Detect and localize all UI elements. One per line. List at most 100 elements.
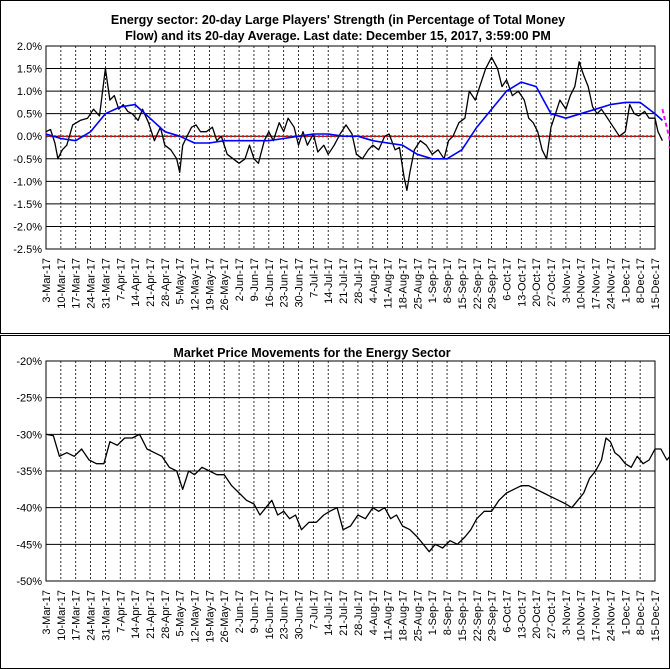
- top-x-tick-label: 24-Nov-17: [605, 258, 617, 309]
- top-series-line-0: [45, 56, 663, 192]
- top-chart-plot: 2.0% 1.5% 1.0% 0.5% 0.0% -0.5% -1.0% -1.5% -2.0%…: [13, 41, 670, 311]
- top-x-tick-label: 9-Jun-17: [249, 258, 261, 301]
- bottom-x-tick-label: 10-Nov-17: [576, 590, 588, 641]
- top-x-tick-label: 25-Aug-17: [412, 258, 424, 309]
- top-x-tick-label: 5-May-17: [175, 258, 187, 304]
- bottom-x-tick-label: 9-Jun-17: [249, 590, 261, 633]
- bottom-x-tick-label: 2-Jun-17: [234, 590, 246, 633]
- top-chart-frame: [0, 0, 670, 334]
- bottom-y-tick-label: -35%: [16, 466, 42, 478]
- top-x-tick-label: 17-Nov-17: [591, 258, 603, 309]
- bottom-x-tick-label: 14-Apr-17: [130, 590, 142, 639]
- bottom-x-tick-label: 28-Jul-17: [353, 590, 365, 636]
- top-y-tick-label: -2.0%: [13, 221, 42, 233]
- bottom-x-tick-label: 12-May-17: [190, 590, 202, 643]
- top-x-tick-label: 15-Dec-17: [650, 258, 662, 309]
- top-x-tick-label: 31-Mar-17: [100, 258, 112, 309]
- bottom-x-tick-label: 15-Dec-17: [650, 590, 662, 641]
- top-x-tick-label: 26-May-17: [219, 258, 231, 311]
- bottom-x-tick-label: 18-Aug-17: [397, 590, 409, 641]
- bottom-x-tick-label: 10-Mar-17: [56, 590, 68, 641]
- bottom-x-tick-label: 6-Oct-17: [501, 590, 513, 633]
- top-x-tick-label: 19-May-17: [204, 258, 216, 311]
- top-x-tick-label: 6-Oct-17: [501, 258, 513, 301]
- top-y-tick-label: 0.0%: [17, 131, 42, 143]
- top-y-tick-label: 2.0%: [17, 41, 42, 53]
- bottom-x-tick-label: 19-May-17: [204, 590, 216, 643]
- bottom-x-tick-label: 27-Oct-17: [546, 590, 558, 639]
- bottom-x-tick-label: 4-Aug-17: [368, 590, 380, 635]
- top-x-tick-label: 22-Sep-17: [472, 258, 484, 309]
- top-y-tick-label: -2.5%: [13, 244, 42, 256]
- bottom-y-tick-label: -25%: [16, 393, 42, 405]
- bottom-x-tick-label: 20-Oct-17: [531, 590, 543, 639]
- top-x-tick-label: 21-Jul-17: [338, 258, 350, 304]
- top-x-tick-label: 10-Mar-17: [56, 258, 68, 309]
- top-y-tick-label: 0.5%: [17, 109, 42, 121]
- top-x-tick-label: 7-Jul-17: [308, 258, 320, 298]
- top-x-tick-label: 17-Mar-17: [71, 258, 83, 309]
- top-x-tick-label: 12-May-17: [190, 258, 202, 311]
- top-x-tick-label: 23-Jun-17: [279, 258, 291, 308]
- bottom-x-tick-label: 26-May-17: [219, 590, 231, 643]
- bottom-x-tick-label: 1-Dec-17: [620, 590, 632, 635]
- top-x-tick-label: 4-Aug-17: [368, 258, 380, 303]
- bottom-x-tick-label: 15-Sep-17: [457, 590, 469, 641]
- bottom-x-tick-label: 11-Aug-17: [383, 590, 395, 641]
- bottom-x-tick-label: 14-Jul-17: [323, 590, 335, 636]
- top-y-tick-label: -1.5%: [13, 199, 42, 211]
- top-x-tick-label: 10-Nov-17: [576, 258, 588, 309]
- bottom-x-tick-label: 29-Sep-17: [487, 590, 499, 641]
- bottom-x-tick-label: 24-Mar-17: [86, 590, 98, 641]
- top-x-tick-label: 24-Mar-17: [86, 258, 98, 309]
- bottom-x-tick-label: 3-Nov-17: [561, 590, 573, 635]
- bottom-x-tick-label: 21-Apr-17: [145, 590, 157, 639]
- top-y-tick-label: 1.0%: [17, 86, 42, 98]
- top-series-line-2: [661, 108, 670, 145]
- top-x-tick-label: 15-Sep-17: [457, 258, 469, 309]
- bottom-x-tick-label: 24-Nov-17: [605, 590, 617, 641]
- bottom-y-tick-label: -45%: [16, 539, 42, 551]
- top-x-tick-label: 3-Nov-17: [561, 258, 573, 303]
- top-x-tick-label: 14-Jul-17: [323, 258, 335, 304]
- bottom-x-tick-label: 7-Apr-17: [115, 590, 127, 633]
- bottom-y-tick-label: -20%: [16, 356, 42, 368]
- bottom-x-tick-label: 30-Jun-17: [294, 590, 306, 640]
- bottom-x-tick-label: 21-Jul-17: [338, 590, 350, 636]
- bottom-x-tick-label: 3-Mar-17: [41, 590, 53, 635]
- top-x-tick-label: 7-Apr-17: [115, 258, 127, 301]
- bottom-chart-plot: -20% -25% -30% -35% -40% -45% -50% 3-Mar-17 10-M…: [16, 356, 670, 643]
- bottom-x-tick-label: 25-Aug-17: [412, 590, 424, 641]
- top-x-tick-label: 1-Dec-17: [620, 258, 632, 303]
- bottom-x-tick-label: 13-Oct-17: [516, 590, 528, 639]
- bottom-x-tick-label: 5-May-17: [175, 590, 187, 636]
- top-x-tick-label: 14-Apr-17: [130, 258, 142, 307]
- bottom-x-tick-label: 7-Jul-17: [308, 590, 320, 630]
- top-x-tick-label: 2-Jun-17: [234, 258, 246, 301]
- bottom-y-tick-label: -30%: [16, 429, 42, 441]
- bottom-x-tick-label: 8-Sep-17: [442, 590, 454, 635]
- bottom-x-tick-label: 23-Jun-17: [279, 590, 291, 640]
- top-x-tick-label: 20-Oct-17: [531, 258, 543, 307]
- top-x-tick-label: 18-Aug-17: [397, 258, 409, 309]
- bottom-x-tick-label: 1-Sep-17: [427, 590, 439, 635]
- bottom-y-tick-label: -40%: [16, 503, 42, 515]
- top-x-tick-label: 8-Sep-17: [442, 258, 454, 303]
- top-x-tick-label: 13-Oct-17: [516, 258, 528, 307]
- bottom-x-tick-label: 31-Mar-17: [100, 590, 112, 641]
- bottom-chart-frame: [0, 335, 670, 669]
- top-chart-title-line-2: Flow) and its 20-day Average. Last date:…: [125, 29, 551, 43]
- bottom-x-tick-label: 28-Apr-17: [160, 590, 172, 639]
- bottom-y-tick-label: -50%: [16, 576, 42, 588]
- bottom-x-tick-label: 8-Dec-17: [635, 590, 647, 635]
- top-x-tick-label: 21-Apr-17: [145, 258, 157, 307]
- top-y-tick-label: -0.5%: [13, 154, 42, 166]
- top-x-tick-label: 28-Apr-17: [160, 258, 172, 307]
- top-x-tick-label: 27-Oct-17: [546, 258, 558, 307]
- top-x-tick-label: 1-Sep-17: [427, 258, 439, 303]
- top-x-tick-label: 29-Sep-17: [487, 258, 499, 309]
- top-x-tick-label: 3-Mar-17: [41, 258, 53, 303]
- top-y-tick-label: 1.5%: [17, 64, 42, 76]
